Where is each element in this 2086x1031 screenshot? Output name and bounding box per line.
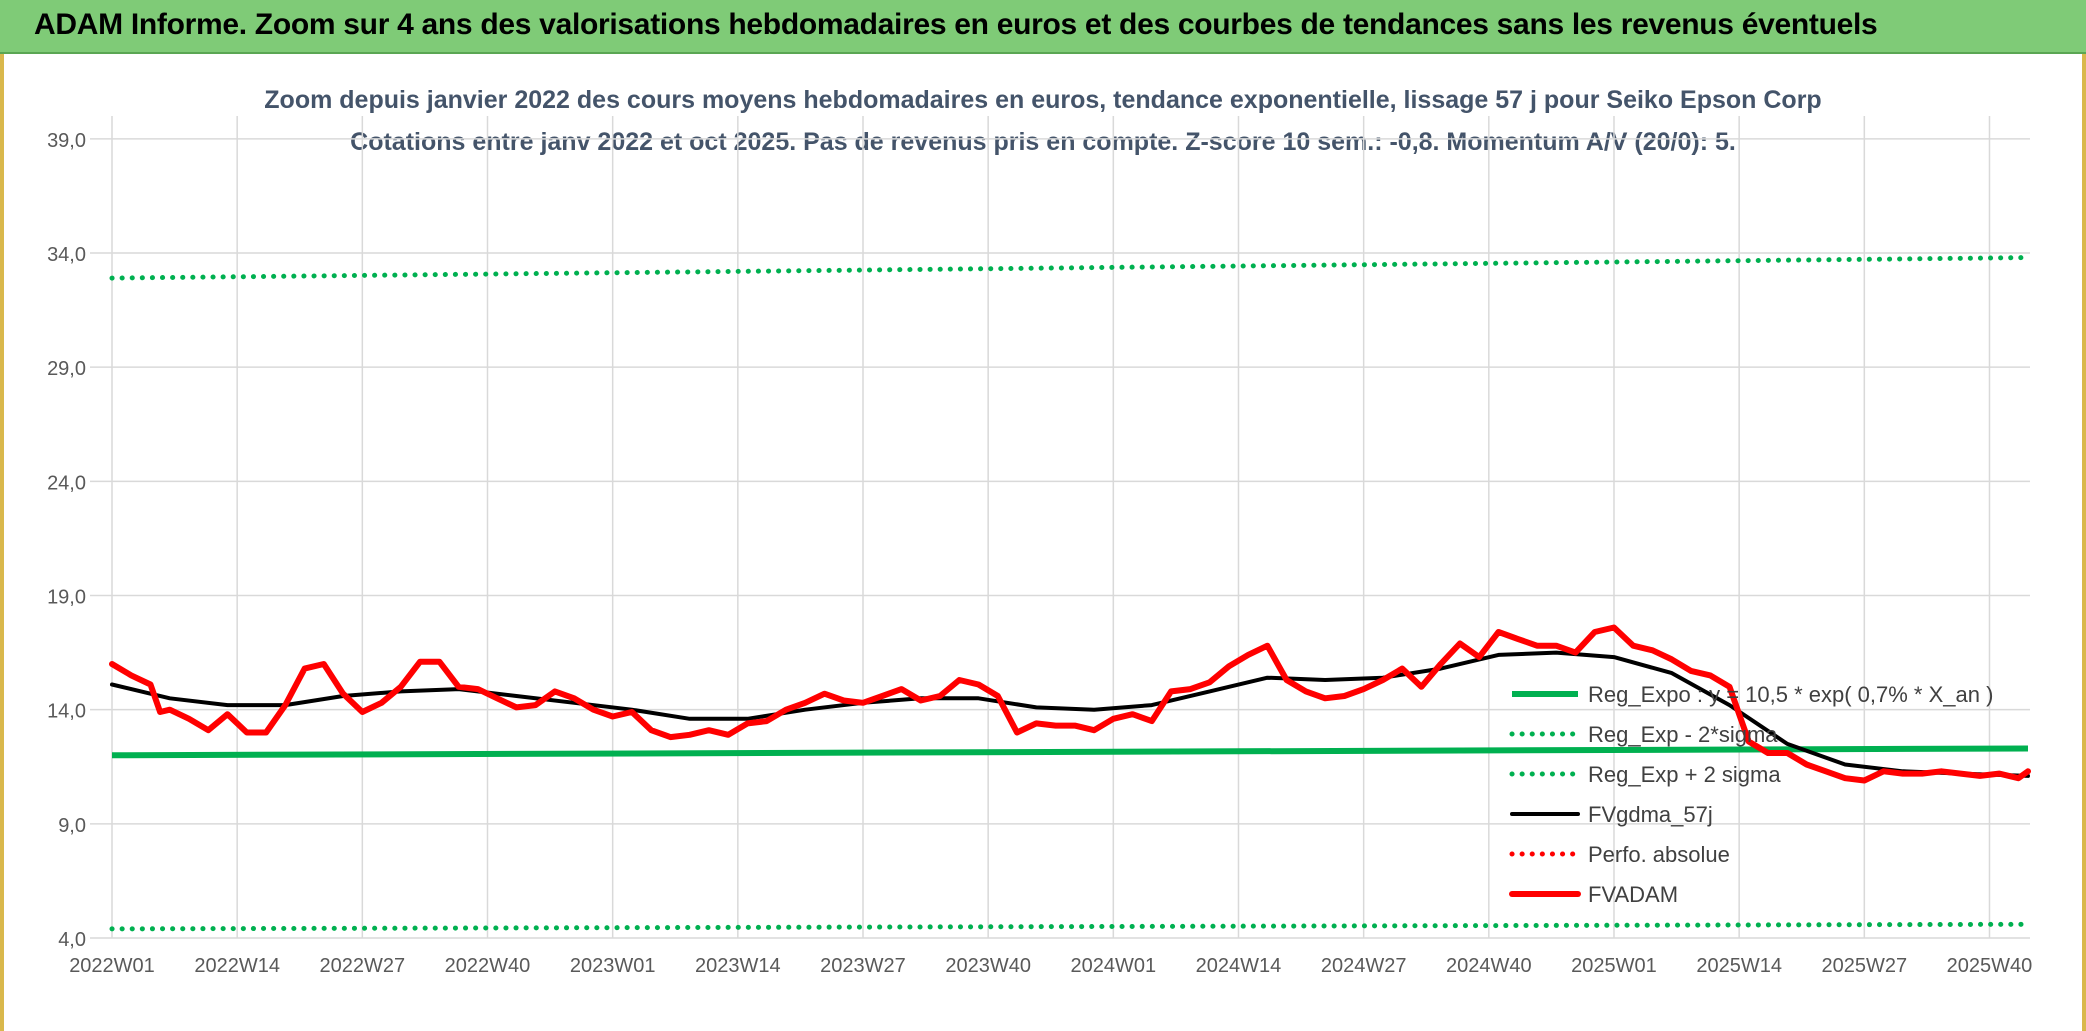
- x-tick-label: 2022W40: [445, 955, 531, 977]
- chart-title: Zoom depuis janvier 2022 des cours moyen…: [264, 86, 1822, 114]
- report-banner: ADAM Informe. Zoom sur 4 ans des valoris…: [0, 0, 2086, 54]
- y-tick-label: 24,0: [47, 472, 86, 494]
- legend-label: FVADAM: [1588, 882, 1678, 907]
- series-line: [109, 255, 2031, 281]
- y-axis: 4,0 9,0 14,0 19,0 24,0 29,0 34,0 39,0: [47, 130, 86, 951]
- legend-label: Perfo. absolue: [1588, 842, 1730, 867]
- legend-label: Reg_Expo : y = 10,5 * exp( 0,7% * X_an ): [1588, 682, 1993, 707]
- chart-frame: [0, 54, 2086, 1031]
- x-tick-label: 2024W27: [1321, 955, 1407, 977]
- y-tick-label: 4,0: [58, 929, 86, 951]
- series-line: [109, 624, 2031, 784]
- report-title: ADAM Informe. Zoom sur 4 ans des valoris…: [34, 8, 1878, 41]
- x-tick-label: 2024W14: [1196, 955, 1282, 977]
- y-tick-label: 19,0: [47, 587, 86, 609]
- x-tick-label: 2025W14: [1696, 955, 1782, 977]
- y-tick-label: 14,0: [47, 701, 86, 723]
- x-tick-label: 2023W27: [820, 955, 906, 977]
- series-line: [111, 745, 2029, 759]
- series-line: [110, 650, 2030, 778]
- x-axis: 2022W01 2022W14 2022W27 2022W40 2023W01 2023W…: [69, 955, 2032, 977]
- y-tick-label: 9,0: [58, 815, 86, 837]
- chart-subtitle: Cotations entre janv 2022 et oct 2025. P…: [350, 128, 1736, 156]
- legend: Reg_Expo : y = 10,5 * exp( 0,7% * X_an )…: [1509, 682, 1993, 907]
- x-tick-label: 2022W27: [320, 955, 406, 977]
- y-tick-label: 34,0: [47, 244, 86, 266]
- y-tick-label: 39,0: [47, 130, 86, 152]
- legend-label: Reg_Exp + 2 sigma: [1588, 762, 1781, 787]
- y-tick-label: 29,0: [47, 358, 86, 380]
- x-tick-label: 2022W01: [69, 955, 155, 977]
- x-tick-label: 2025W01: [1571, 955, 1657, 977]
- legend-label: Reg_Exp - 2*sigma: [1588, 722, 1778, 747]
- x-tick-label: 2024W01: [1071, 955, 1157, 977]
- x-tick-label: 2024W40: [1446, 955, 1532, 977]
- x-tick-label: 2025W27: [1822, 955, 1908, 977]
- x-tick-label: 2025W40: [1947, 955, 2033, 977]
- series-group: [109, 255, 2031, 932]
- series-line: [109, 921, 2031, 932]
- x-tick-label: 2023W40: [945, 955, 1031, 977]
- legend-label: FVgdma_57j: [1588, 802, 1713, 827]
- x-tick-label: 2023W14: [695, 955, 781, 977]
- x-tick-label: 2022W14: [194, 955, 280, 977]
- x-tick-label: 2023W01: [570, 955, 656, 977]
- grid: [90, 116, 2030, 939]
